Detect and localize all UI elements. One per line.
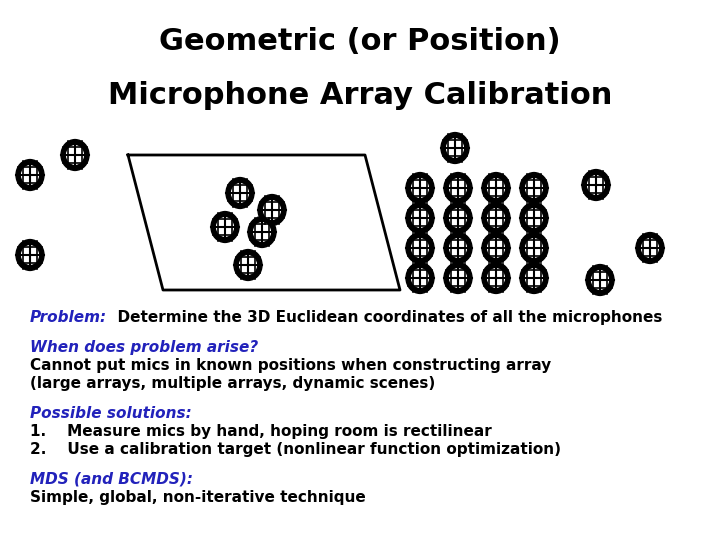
Ellipse shape <box>406 173 434 204</box>
Ellipse shape <box>588 176 604 194</box>
Ellipse shape <box>449 209 467 227</box>
Text: (large arrays, multiple arrays, dynamic scenes): (large arrays, multiple arrays, dynamic … <box>30 376 436 391</box>
Ellipse shape <box>449 239 467 257</box>
Ellipse shape <box>446 139 464 157</box>
Ellipse shape <box>406 262 434 293</box>
Text: 2.    Use a calibration target (nonlinear function optimization): 2. Use a calibration target (nonlinear f… <box>30 442 561 457</box>
Ellipse shape <box>526 179 542 197</box>
Ellipse shape <box>520 233 548 264</box>
Ellipse shape <box>253 223 271 241</box>
Text: 1.    Measure mics by hand, hoping room is rectilinear: 1. Measure mics by hand, hoping room is … <box>30 424 492 439</box>
Ellipse shape <box>412 269 428 287</box>
Ellipse shape <box>240 256 256 274</box>
Ellipse shape <box>487 269 505 287</box>
Ellipse shape <box>449 269 467 287</box>
Ellipse shape <box>248 217 276 247</box>
Ellipse shape <box>482 173 510 204</box>
Text: Problem:: Problem: <box>30 310 107 325</box>
Ellipse shape <box>444 173 472 204</box>
Ellipse shape <box>592 271 608 289</box>
Ellipse shape <box>642 239 658 257</box>
Ellipse shape <box>258 194 286 225</box>
Ellipse shape <box>482 202 510 233</box>
Text: Simple, global, non-iterative technique: Simple, global, non-iterative technique <box>30 490 366 505</box>
Text: Determine the 3D Euclidean coordinates of all the microphones: Determine the 3D Euclidean coordinates o… <box>107 310 662 325</box>
Ellipse shape <box>16 160 44 191</box>
Text: When does problem arise?: When does problem arise? <box>30 340 258 355</box>
Ellipse shape <box>636 233 664 264</box>
Ellipse shape <box>487 179 505 197</box>
Ellipse shape <box>444 262 472 293</box>
Text: MDS (and BCMDS):: MDS (and BCMDS): <box>30 472 193 487</box>
Text: Possible solutions:: Possible solutions: <box>30 406 192 421</box>
Ellipse shape <box>264 201 280 219</box>
Ellipse shape <box>61 140 89 171</box>
Ellipse shape <box>22 166 38 184</box>
Ellipse shape <box>520 202 548 233</box>
Ellipse shape <box>217 218 233 236</box>
Ellipse shape <box>449 179 467 197</box>
Text: Microphone Array Calibration: Microphone Array Calibration <box>108 80 612 110</box>
Ellipse shape <box>586 265 614 295</box>
Ellipse shape <box>406 233 434 264</box>
Ellipse shape <box>526 239 542 257</box>
Ellipse shape <box>520 173 548 204</box>
Ellipse shape <box>482 262 510 293</box>
Ellipse shape <box>487 209 505 227</box>
Ellipse shape <box>412 209 428 227</box>
Ellipse shape <box>412 179 428 197</box>
Ellipse shape <box>441 133 469 164</box>
Ellipse shape <box>482 233 510 264</box>
Ellipse shape <box>520 262 548 293</box>
Ellipse shape <box>234 249 262 280</box>
Ellipse shape <box>582 170 610 200</box>
Text: Cannot put mics in known positions when constructing array: Cannot put mics in known positions when … <box>30 358 552 373</box>
Ellipse shape <box>66 146 84 164</box>
Ellipse shape <box>444 233 472 264</box>
Ellipse shape <box>526 209 542 227</box>
Ellipse shape <box>487 239 505 257</box>
Ellipse shape <box>22 246 38 264</box>
Ellipse shape <box>444 202 472 233</box>
Ellipse shape <box>232 184 248 202</box>
Ellipse shape <box>412 239 428 257</box>
Ellipse shape <box>211 212 239 242</box>
Ellipse shape <box>526 269 542 287</box>
Text: Geometric (or Position): Geometric (or Position) <box>159 28 561 57</box>
Ellipse shape <box>16 240 44 271</box>
Ellipse shape <box>226 178 254 208</box>
Ellipse shape <box>406 202 434 233</box>
